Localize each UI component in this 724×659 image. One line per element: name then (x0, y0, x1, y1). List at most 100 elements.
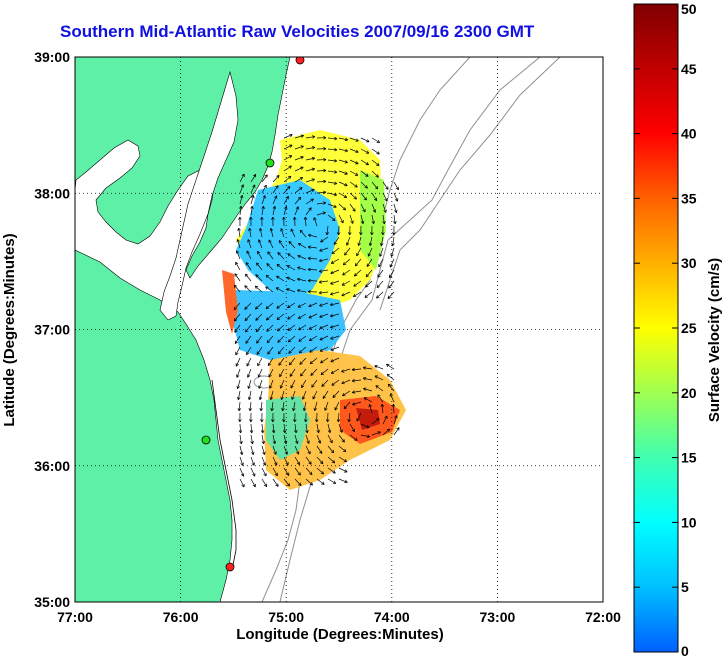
velocity-arrowhead (299, 197, 302, 201)
velocity-arrow (276, 264, 285, 271)
velocity-arrow (305, 467, 313, 475)
velocity-arrow (308, 246, 318, 249)
velocity-arrowhead (303, 216, 306, 220)
velocity-arrowhead (377, 394, 381, 397)
velocity-arrow (270, 228, 274, 238)
velocity-arrowhead (265, 275, 268, 279)
velocity-arrowhead (292, 216, 295, 220)
velocity-arrowhead (316, 430, 319, 434)
velocity-arrowhead (260, 430, 264, 434)
velocity-arrowhead (312, 136, 316, 139)
velocity-arrowhead (278, 352, 282, 355)
velocity-arrow (316, 456, 324, 465)
velocity-arrowhead (255, 319, 259, 321)
velocity-arrow (258, 368, 263, 378)
velocity-arrowhead (311, 482, 313, 486)
velocity-arrowhead (263, 474, 267, 477)
velocity-arrowhead (272, 205, 276, 209)
velocity-arrowhead (288, 241, 290, 245)
velocity-arrow (244, 285, 252, 293)
velocity-arrow (377, 269, 384, 278)
velocity-arrow (280, 379, 285, 389)
velocity-arrowhead (374, 365, 377, 369)
velocity-arrowhead (385, 187, 389, 190)
velocity-arrowhead (274, 473, 278, 477)
velocity-arrow (256, 262, 263, 271)
velocity-arrowhead (320, 373, 325, 375)
velocity-arrowhead (319, 258, 322, 262)
velocity-arrowhead (238, 419, 241, 423)
velocity-arrowhead (313, 217, 317, 220)
velocity-arrow (327, 159, 337, 162)
velocity-arrowhead (268, 363, 272, 366)
velocity-arrow (358, 236, 362, 246)
velocity-arrow (288, 335, 296, 343)
velocity-arrowhead (330, 294, 334, 296)
velocity-arrow (287, 253, 296, 260)
velocity-patch-south (264, 350, 406, 490)
velocity-arrowhead (288, 483, 290, 487)
velocity-arrowhead (394, 210, 397, 213)
velocity-arrow (338, 478, 348, 483)
velocity-arrowhead (352, 220, 354, 224)
velocity-arrow (287, 324, 296, 331)
velocity-arrow (393, 192, 398, 202)
velocity-arrowhead (351, 379, 355, 382)
velocity-arrowhead (247, 396, 250, 400)
velocity-arrow (294, 456, 300, 465)
velocity-arrowhead (245, 330, 249, 333)
velocity-arrowhead (237, 239, 240, 242)
velocity-arrowhead (276, 275, 279, 279)
velocity-arrowhead (379, 254, 383, 257)
velocity-arrow (305, 478, 313, 486)
velocity-arrowhead (394, 415, 397, 418)
velocity-arrow (319, 247, 329, 252)
velocity-arrowhead (355, 184, 358, 188)
velocity-arrowhead (293, 419, 296, 423)
velocity-arrowhead (276, 328, 279, 332)
velocity-arrow (308, 324, 318, 330)
velocity-arrowhead (251, 463, 255, 466)
velocity-arrowhead (258, 239, 262, 242)
velocity-arrowhead (358, 243, 361, 246)
velocity-arrow (258, 379, 263, 389)
velocity-arrowhead (310, 471, 313, 475)
velocity-arrowhead (330, 281, 333, 285)
velocity-arrowhead (368, 254, 371, 257)
velocity-arrowhead (319, 325, 322, 329)
velocity-arrowhead (330, 325, 333, 328)
velocity-arrowhead (386, 364, 389, 367)
velocity-arrow (378, 258, 384, 268)
velocity-arrowhead (390, 393, 393, 396)
velocity-arrow (327, 170, 337, 173)
velocity-arrowhead (238, 227, 241, 231)
velocity-arrowhead (287, 175, 291, 178)
velocity-arrow (248, 390, 252, 400)
velocity-arrow (312, 390, 318, 400)
velocity-arrow (283, 134, 293, 139)
station-marker (225, 562, 235, 572)
velocity-arrow (286, 277, 296, 282)
velocity-arrow (389, 258, 395, 268)
velocity-arrowhead (265, 307, 270, 310)
velocity-arrowhead (321, 385, 325, 387)
velocity-arrow (341, 291, 351, 296)
velocity-arrowhead (274, 440, 277, 444)
velocity-arrowhead (387, 297, 391, 300)
velocity-arrow (327, 137, 337, 140)
velocity-arrow (365, 269, 373, 278)
station-marker (295, 57, 305, 65)
velocity-arrowhead (392, 243, 395, 247)
velocity-arrowhead (377, 151, 380, 155)
velocity-arrowhead (346, 243, 350, 246)
velocity-arrow (382, 181, 389, 190)
velocity-arrow (387, 383, 395, 392)
velocity-arrowhead (267, 352, 271, 355)
velocity-arrow (338, 214, 344, 224)
velocity-arrowhead (286, 288, 289, 292)
velocity-arrow (261, 184, 267, 194)
velocity-arrowhead (374, 375, 377, 379)
velocity-arrowhead (376, 284, 379, 288)
velocity-arrow (283, 196, 289, 205)
velocity-arrow (261, 174, 268, 183)
